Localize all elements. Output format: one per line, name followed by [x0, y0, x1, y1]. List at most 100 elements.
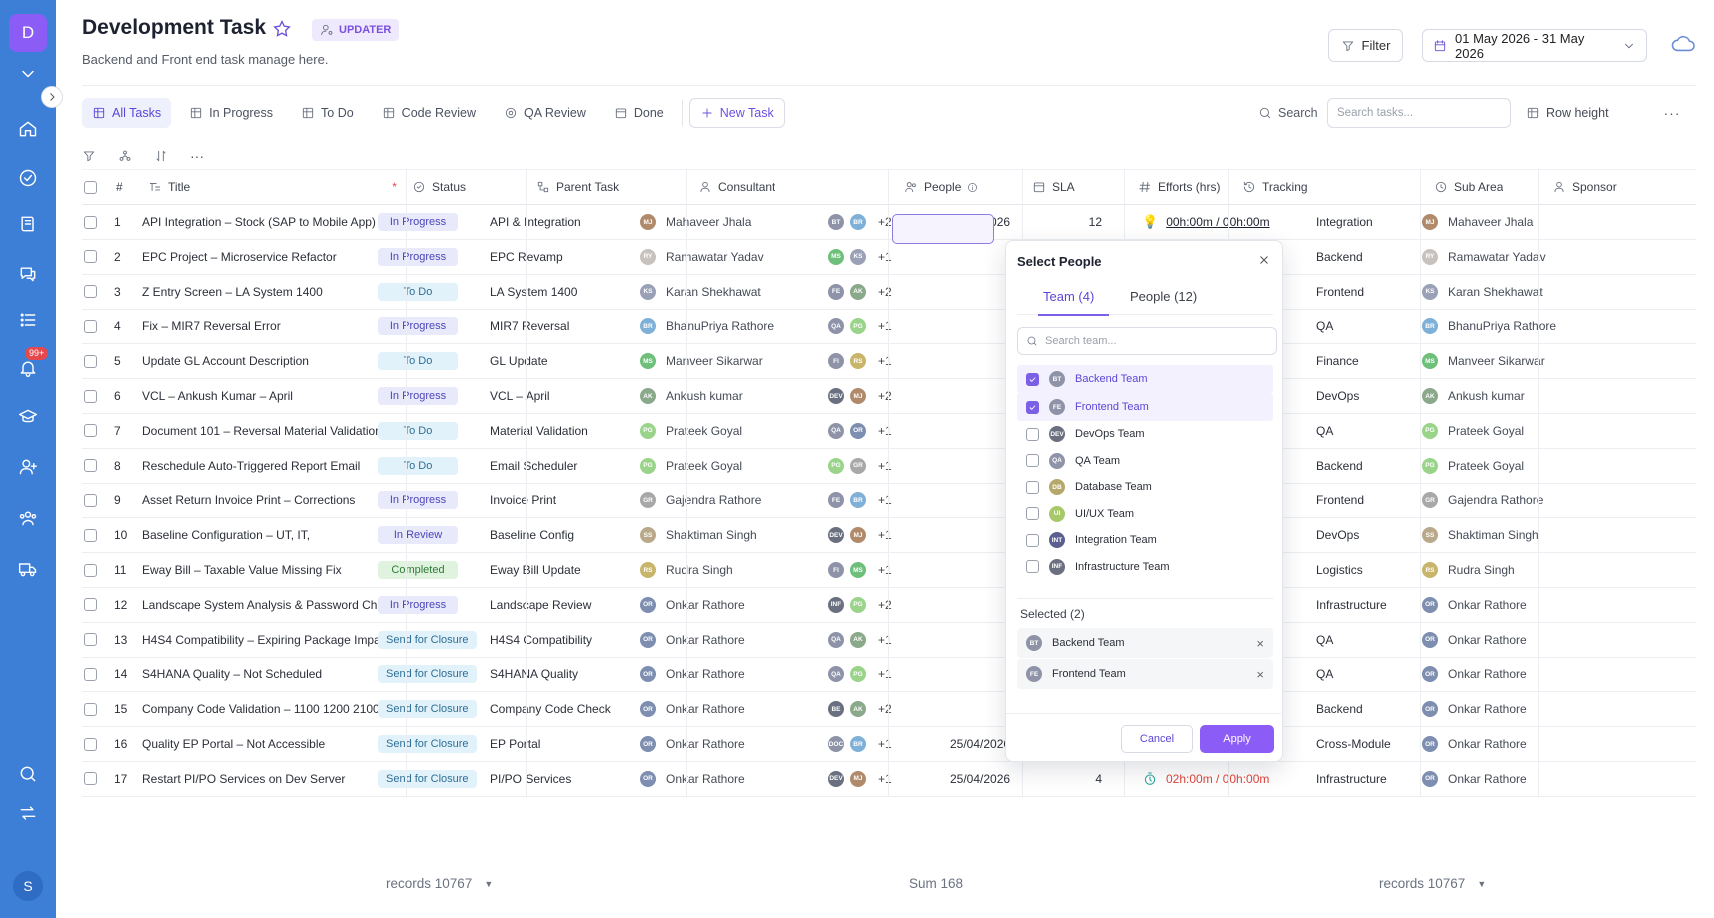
col-sponsor[interactable]: Sponsor	[1552, 170, 1617, 204]
task-title[interactable]: Landscape System Analysis & Password Che…	[142, 597, 397, 612]
people-cell[interactable]: FI MS +1	[828, 553, 928, 587]
graduation-cap-icon[interactable]	[16, 405, 40, 429]
team-icon[interactable]	[16, 506, 40, 530]
row-checkbox[interactable]	[84, 275, 97, 309]
people-cell[interactable]: FI RS +1	[828, 344, 928, 378]
tab-code-review[interactable]: Code Review	[372, 98, 486, 128]
status-cell[interactable]: In Progress	[378, 205, 498, 239]
task-title[interactable]: EPC Project – Microservice Refactor	[142, 249, 337, 264]
row-height-button[interactable]: Row height	[1526, 98, 1609, 128]
sponsor-cell[interactable]: PG Prateek Goyal	[1422, 449, 1592, 483]
tab-to-do[interactable]: To Do	[291, 98, 364, 128]
row-checkbox[interactable]	[84, 379, 97, 413]
more-horizontal-icon[interactable]: ···	[190, 148, 204, 164]
search-icon[interactable]	[16, 762, 40, 786]
team-option[interactable]: INT Integration Team	[1017, 527, 1273, 554]
sponsor-cell[interactable]: OR Onkar Rathore	[1422, 727, 1592, 761]
workspace-logo[interactable]: D	[9, 14, 47, 52]
status-cell[interactable]: To Do	[378, 344, 498, 378]
sponsor-cell[interactable]: OR Onkar Rathore	[1422, 623, 1592, 657]
people-cell[interactable]: MS KS +1	[828, 240, 928, 274]
col-title[interactable]: Title *	[148, 170, 468, 204]
date-range-picker[interactable]: 01 May 2026 - 31 May 2026	[1422, 29, 1647, 62]
tab-in-progress[interactable]: In Progress	[179, 98, 283, 128]
row-checkbox[interactable]	[84, 553, 97, 587]
table-row[interactable]: 17 Restart PI/PO Services on Dev Server Se…	[82, 762, 1696, 797]
team-checkbox[interactable]	[1026, 560, 1039, 574]
parent-task[interactable]: Email Scheduler	[490, 458, 578, 473]
filter-button[interactable]: Filter	[1328, 29, 1403, 62]
people-cell[interactable]: QA PG +1	[828, 309, 928, 343]
consultant-cell[interactable]: RY Ramawatar Yadav	[640, 240, 810, 274]
row-checkbox[interactable]	[84, 309, 97, 343]
new-task-button[interactable]: New Task	[688, 98, 785, 128]
table-row[interactable]: 13 H4S4 Compatibility – Expiring Package …	[82, 623, 1696, 658]
task-title[interactable]: Restart PI/PO Services on Dev Server	[142, 771, 346, 786]
table-row[interactable]: 9 Asset Return Invoice Print – Correction…	[82, 483, 1696, 519]
tab-all-tasks[interactable]: All Tasks	[82, 98, 172, 128]
task-title[interactable]: Reschedule Auto-Triggered Report Email	[142, 458, 361, 473]
row-checkbox[interactable]	[84, 240, 97, 274]
table-row[interactable]: 12 Landscape System Analysis & Password C…	[82, 588, 1696, 623]
consultant-cell[interactable]: PG Prateek Goyal	[640, 449, 810, 483]
status-cell[interactable]: To Do	[378, 449, 498, 483]
consultant-cell[interactable]: SS Shaktiman Singh	[640, 518, 810, 552]
sponsor-cell[interactable]: GR Gajendra Rathore	[1422, 483, 1592, 517]
records-count-left[interactable]: records 10767 ▼	[386, 876, 493, 891]
team-checkbox[interactable]	[1026, 480, 1039, 494]
sponsor-cell[interactable]: MJ Mahaveer Jhala	[1422, 205, 1592, 239]
consultant-cell[interactable]: OR Onkar Rathore	[640, 623, 810, 657]
row-checkbox[interactable]	[84, 414, 97, 448]
team-option[interactable]: FE Frontend Team	[1017, 393, 1273, 421]
table-row[interactable]: 16 Quality EP Portal – Not Accessible Send…	[82, 727, 1696, 762]
people-cell[interactable]: QA OR +1	[828, 414, 928, 448]
row-checkbox[interactable]	[84, 205, 97, 239]
task-title[interactable]: Z Entry Screen – LA System 1400	[142, 284, 323, 299]
parent-task[interactable]: S4HANA Quality	[490, 667, 579, 682]
status-cell[interactable]: Send for Closure	[378, 657, 498, 691]
col-subarea[interactable]: Sub Area	[1434, 170, 1503, 204]
parent-task[interactable]: H4S4 Compatibility	[490, 632, 593, 647]
consultant-cell[interactable]: OR Onkar Rathore	[640, 657, 810, 691]
user-plus-icon[interactable]	[16, 455, 40, 479]
status-cell[interactable]: Send for Closure	[378, 727, 498, 761]
consultant-cell[interactable]: OR Onkar Rathore	[640, 762, 810, 796]
col-sla[interactable]: SLA	[1032, 170, 1075, 204]
bell-icon[interactable]	[16, 356, 40, 380]
consultant-cell[interactable]: MS Manveer Sikarwar	[640, 344, 810, 378]
table-row[interactable]: 5 Update GL Account Description To Do GL Up…	[82, 344, 1696, 380]
star-icon[interactable]	[272, 19, 292, 39]
tracking-cell[interactable]: 💡 00h:00m / 00h:00m	[1142, 205, 1322, 239]
truck-icon[interactable]	[16, 557, 40, 581]
cloud-sync-icon[interactable]	[1670, 33, 1696, 55]
check-circle-icon[interactable]	[16, 166, 40, 190]
task-title[interactable]: Fix – MIR7 Reversal Error	[142, 319, 281, 334]
team-option[interactable]: INF Infrastructure Team	[1017, 554, 1273, 581]
consultant-cell[interactable]: PG Prateek Goyal	[640, 414, 810, 448]
table-row[interactable]: 11 Eway Bill – Taxable Value Missing Fix C…	[82, 553, 1696, 588]
status-cell[interactable]: To Do	[378, 275, 498, 309]
search-input[interactable]	[1327, 98, 1511, 128]
status-cell[interactable]: Send for Closure	[378, 623, 498, 657]
people-cell[interactable]: FE AK +2	[828, 275, 928, 309]
people-cell[interactable]: DOC BR +1	[828, 727, 928, 761]
row-checkbox[interactable]	[84, 727, 97, 761]
parent-task[interactable]: Landscape Review	[490, 597, 592, 612]
tab-qa-review[interactable]: QA Review	[494, 98, 596, 128]
sponsor-cell[interactable]: MS Manveer Sikarwar	[1422, 344, 1592, 378]
filter-icon[interactable]	[82, 149, 96, 163]
row-checkbox[interactable]	[84, 483, 97, 517]
parent-task[interactable]: EPC Revamp	[490, 249, 563, 264]
consultant-cell[interactable]: GR Gajendra Rathore	[640, 483, 810, 517]
team-checkbox[interactable]	[1026, 400, 1039, 414]
task-title[interactable]: Update GL Account Description	[142, 354, 309, 369]
tab-people[interactable]: People (12)	[1130, 289, 1198, 304]
team-checkbox[interactable]	[1026, 372, 1039, 386]
sponsor-cell[interactable]: RS Rudra Singh	[1422, 553, 1592, 587]
col-tracking[interactable]: Tracking	[1242, 170, 1308, 204]
row-checkbox[interactable]	[84, 657, 97, 691]
task-title[interactable]: Baseline Configuration – UT, IT,	[142, 528, 311, 543]
sponsor-cell[interactable]: OR Onkar Rathore	[1422, 692, 1592, 726]
records-count-right[interactable]: records 10767 ▼	[1379, 876, 1486, 891]
remove-icon[interactable]: ×	[1256, 635, 1264, 651]
